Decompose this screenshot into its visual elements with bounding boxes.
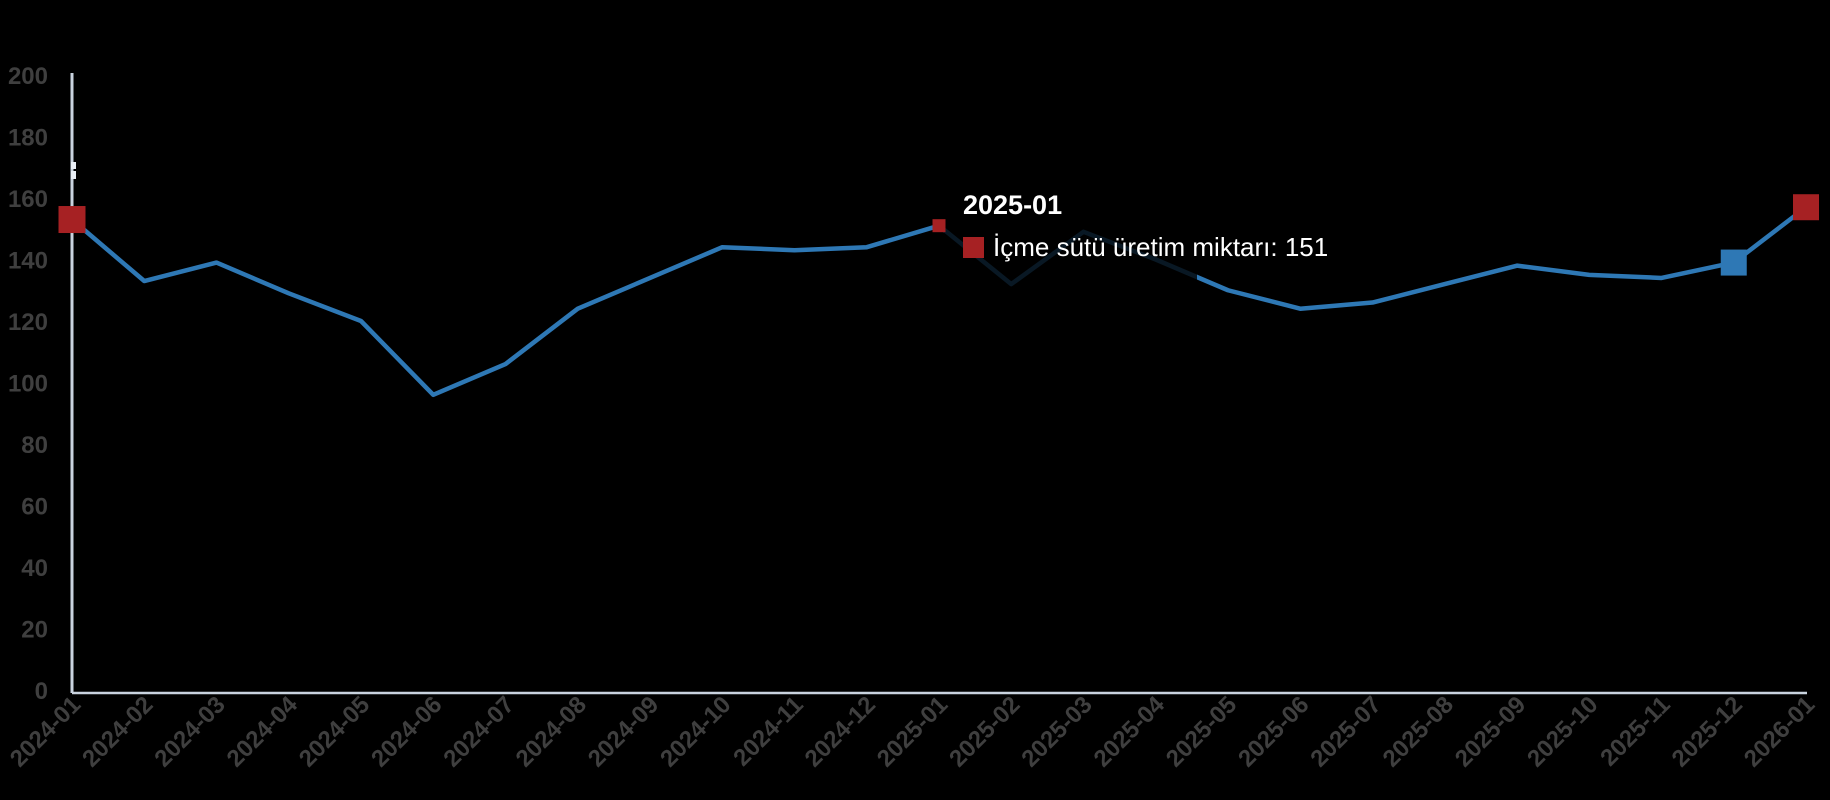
y-axis-tick-label: 180 [8,125,48,152]
y-axis-tick-label: 140 [8,248,48,275]
y-axis-tick-label: 0 [35,678,48,705]
y-axis-tick-label: 80 [21,432,48,459]
x-axis-tick-label: 2025-08 [1378,691,1459,772]
x-axis-tick-label: 2025-04 [1089,691,1171,773]
x-axis-tick-label: 2024-07 [438,691,519,772]
x-axis-tick-label: 2025-05 [1161,691,1242,772]
x-axis-tick-label: 2024-12 [800,691,881,772]
x-axis-tick-label: 2025-12 [1667,691,1748,772]
y-axis-tick-label: 20 [21,617,48,644]
x-axis-tick-label: 2025-09 [1450,691,1531,772]
data-point-marker[interactable] [932,219,946,233]
data-point-marker[interactable] [1720,249,1747,276]
x-axis-tick-label: 2025-06 [1233,691,1314,772]
y-axis-tick-label: 120 [8,309,48,336]
y-axis-tick-label: 60 [21,494,48,521]
x-axis-tick-label: 2024-06 [366,691,447,772]
y-axis-title-fragment [71,171,76,179]
series-line[interactable] [69,204,1809,398]
x-axis-tick-label: 2025-07 [1305,691,1386,772]
x-axis-tick-label: 2025-02 [944,691,1025,772]
y-axis-tick-label: 200 [8,63,48,90]
x-axis-tick-label: 2024-04 [222,691,304,773]
tooltip-backdrop [944,160,1197,300]
x-axis-tick-label: 2025-03 [1016,691,1097,772]
x-axis-tick-label: 2024-08 [511,691,592,772]
x-axis-tick-label: 2025-01 [872,691,953,772]
x-axis-tick-label: 2024-03 [149,691,230,772]
y-axis-tick-label: 100 [8,371,48,398]
x-axis-tick-label: 2024-05 [294,691,375,772]
x-axis-tick-label: 2024-11 [728,691,808,771]
x-axis-tick-label: 2025-10 [1522,691,1603,772]
x-axis-tick-label: 2024-10 [655,691,736,772]
y-axis-tick-label: 160 [8,186,48,213]
x-axis-tick-label: 2026-01 [1739,691,1820,772]
data-point-marker[interactable] [1793,194,1819,221]
data-point-marker[interactable] [58,206,86,234]
y-axis-title-fragment [71,162,76,169]
y-axis-tick-label: 40 [21,555,48,582]
x-axis-tick-label: 2024-09 [583,691,664,772]
x-axis-tick-label: 2025-11 [1595,691,1675,771]
x-axis-tick-label: 2024-02 [77,691,158,772]
